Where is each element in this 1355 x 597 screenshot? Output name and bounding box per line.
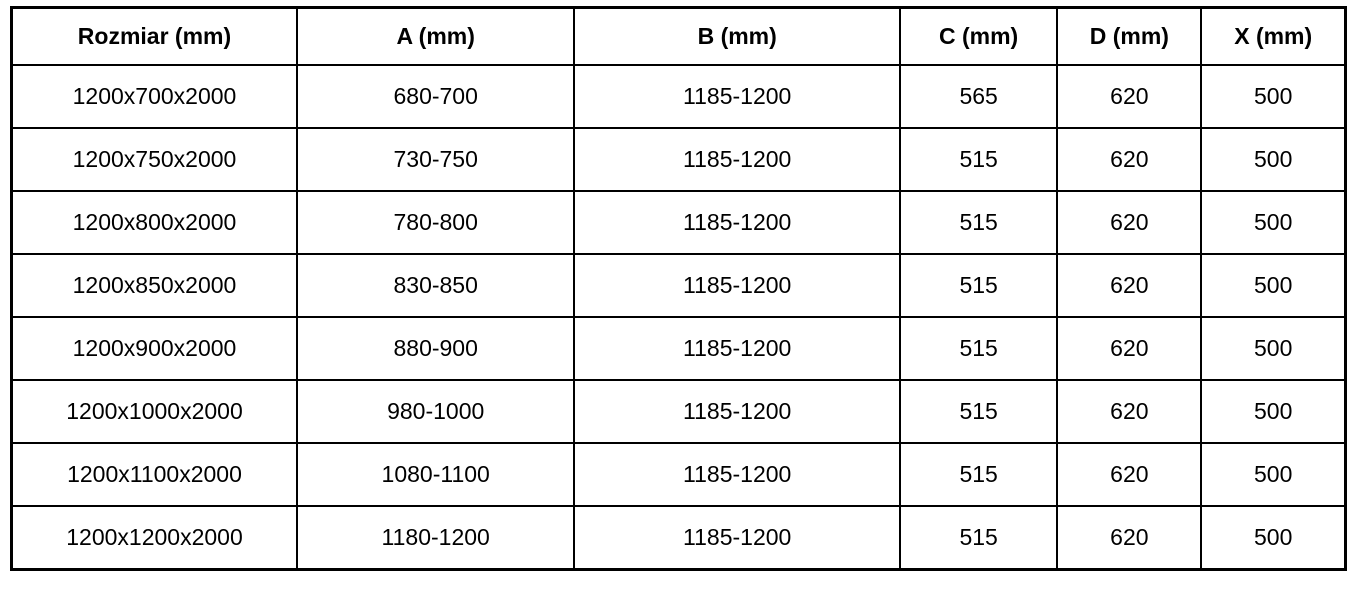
cell-x: 500 — [1200, 379, 1347, 444]
column-header-rozmiar: Rozmiar (mm) — [10, 6, 298, 66]
cell-rozmiar: 1200x1100x2000 — [10, 442, 298, 507]
table-row: 1200x750x2000 730-750 1185-1200 515 620 … — [10, 127, 1347, 192]
cell-x: 500 — [1200, 505, 1347, 571]
cell-a: 780-800 — [295, 190, 576, 255]
table-row: 1200x1100x2000 1080-1100 1185-1200 515 6… — [10, 442, 1347, 507]
table-row: 1200x700x2000 680-700 1185-1200 565 620 … — [10, 64, 1347, 129]
cell-c: 565 — [898, 64, 1059, 129]
cell-x: 500 — [1200, 253, 1347, 318]
column-header-x: X (mm) — [1200, 6, 1347, 66]
cell-b: 1185-1200 — [573, 442, 901, 507]
cell-x: 500 — [1200, 127, 1347, 192]
cell-a: 880-900 — [295, 316, 576, 381]
cell-a: 1080-1100 — [295, 442, 576, 507]
cell-rozmiar: 1200x850x2000 — [10, 253, 298, 318]
cell-d: 620 — [1056, 379, 1203, 444]
cell-c: 515 — [898, 127, 1059, 192]
cell-x: 500 — [1200, 190, 1347, 255]
cell-b: 1185-1200 — [573, 127, 901, 192]
cell-c: 515 — [898, 316, 1059, 381]
cell-b: 1185-1200 — [573, 316, 901, 381]
cell-c: 515 — [898, 253, 1059, 318]
cell-a: 1180-1200 — [295, 505, 576, 571]
table-row: 1200x900x2000 880-900 1185-1200 515 620 … — [10, 316, 1347, 381]
cell-b: 1185-1200 — [573, 64, 901, 129]
cell-d: 620 — [1056, 253, 1203, 318]
table-row: 1200x800x2000 780-800 1185-1200 515 620 … — [10, 190, 1347, 255]
cell-c: 515 — [898, 442, 1059, 507]
cell-b: 1185-1200 — [573, 379, 901, 444]
column-header-b: B (mm) — [573, 6, 901, 66]
cell-rozmiar: 1200x800x2000 — [10, 190, 298, 255]
cell-x: 500 — [1200, 64, 1347, 129]
cell-rozmiar: 1200x700x2000 — [10, 64, 298, 129]
table-row: 1200x1000x2000 980-1000 1185-1200 515 62… — [10, 379, 1347, 444]
cell-c: 515 — [898, 505, 1059, 571]
cell-b: 1185-1200 — [573, 190, 901, 255]
cell-d: 620 — [1056, 190, 1203, 255]
table-row: 1200x850x2000 830-850 1185-1200 515 620 … — [10, 253, 1347, 318]
cell-c: 515 — [898, 190, 1059, 255]
cell-b: 1185-1200 — [573, 505, 901, 571]
header-row: Rozmiar (mm) A (mm) B (mm) C (mm) D (mm)… — [10, 6, 1347, 66]
cell-c: 515 — [898, 379, 1059, 444]
column-header-c: C (mm) — [898, 6, 1059, 66]
cell-a: 980-1000 — [295, 379, 576, 444]
cell-rozmiar: 1200x750x2000 — [10, 127, 298, 192]
cell-a: 730-750 — [295, 127, 576, 192]
cell-rozmiar: 1200x900x2000 — [10, 316, 298, 381]
cell-a: 680-700 — [295, 64, 576, 129]
cell-d: 620 — [1056, 316, 1203, 381]
cell-d: 620 — [1056, 127, 1203, 192]
cell-a: 830-850 — [295, 253, 576, 318]
cell-x: 500 — [1200, 442, 1347, 507]
cell-rozmiar: 1200x1000x2000 — [10, 379, 298, 444]
cell-rozmiar: 1200x1200x2000 — [10, 505, 298, 571]
cell-b: 1185-1200 — [573, 253, 901, 318]
column-header-d: D (mm) — [1056, 6, 1203, 66]
column-header-a: A (mm) — [295, 6, 576, 66]
cell-d: 620 — [1056, 64, 1203, 129]
size-dimensions-table: Rozmiar (mm) A (mm) B (mm) C (mm) D (mm)… — [10, 6, 1347, 571]
cell-x: 500 — [1200, 316, 1347, 381]
table-row: 1200x1200x2000 1180-1200 1185-1200 515 6… — [10, 505, 1347, 571]
cell-d: 620 — [1056, 442, 1203, 507]
cell-d: 620 — [1056, 505, 1203, 571]
